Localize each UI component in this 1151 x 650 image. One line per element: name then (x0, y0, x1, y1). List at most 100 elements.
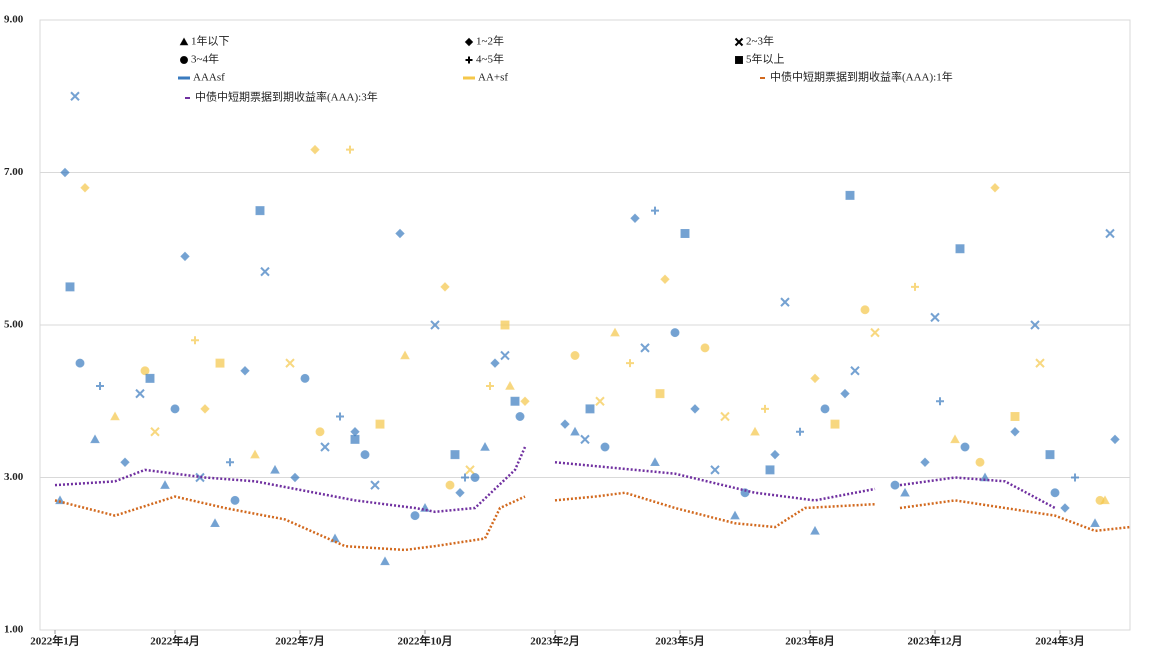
point (750, 426, 760, 436)
point (830, 419, 840, 429)
point (300, 373, 310, 383)
point (730, 510, 740, 520)
point (260, 266, 270, 277)
point (1095, 495, 1105, 505)
point (700, 343, 710, 353)
point (1071, 473, 1079, 482)
point (840, 388, 850, 399)
point (65, 282, 75, 292)
point (490, 358, 500, 368)
point (140, 366, 150, 376)
point (761, 404, 769, 413)
point (191, 336, 199, 345)
point (740, 488, 750, 498)
point (110, 411, 120, 421)
x-tick-label: 2023年5月 (655, 634, 705, 648)
legend-label: AAAsf (193, 72, 225, 84)
legend-label: 5年以上 (746, 52, 785, 66)
point (955, 244, 965, 254)
point (160, 480, 170, 489)
point (336, 412, 344, 421)
yield-line (54, 446, 1056, 514)
point (580, 434, 590, 445)
x-tick-label: 2023年2月 (530, 634, 580, 648)
point (346, 145, 354, 154)
point (350, 434, 360, 444)
point (690, 404, 700, 414)
point (70, 91, 80, 101)
point (135, 388, 145, 399)
point (180, 251, 190, 262)
point (560, 419, 570, 429)
x-tick-label: 2022年1月 (30, 634, 80, 648)
point (810, 373, 820, 384)
point (845, 190, 855, 200)
legend: 1年以下 1~2年 2~3年 3~4年 4~5年 5年以上 AAAsf AA+sf 中债中短期票… (178, 34, 953, 104)
legend-symbol (180, 56, 188, 64)
point (660, 274, 670, 284)
point (920, 457, 930, 467)
point (1030, 320, 1040, 330)
point (240, 366, 250, 376)
point (655, 389, 665, 399)
point (250, 449, 260, 459)
point (195, 472, 205, 483)
point (630, 213, 640, 223)
point (480, 441, 490, 451)
point (651, 206, 659, 215)
point (80, 183, 90, 193)
point (765, 465, 775, 475)
legend-symbol (465, 56, 473, 64)
point (796, 427, 804, 436)
point (510, 396, 520, 406)
point (950, 434, 960, 444)
point (1090, 518, 1100, 527)
legend-label: 中债中短期票据到期收益率(AAA):1年 (770, 70, 953, 84)
point (120, 457, 130, 467)
point (226, 458, 234, 467)
point (911, 282, 919, 291)
point (595, 396, 605, 406)
legend-label: 1年以下 (191, 34, 230, 48)
point (170, 404, 180, 414)
point (870, 327, 880, 338)
point (1045, 450, 1055, 460)
point (400, 350, 410, 360)
point (1060, 503, 1070, 513)
point (310, 144, 320, 155)
point (320, 442, 330, 452)
point (626, 359, 634, 368)
point (900, 487, 910, 497)
point (470, 473, 480, 482)
point (370, 480, 380, 490)
point (500, 350, 510, 361)
point (710, 465, 720, 475)
point (600, 442, 610, 452)
point (770, 449, 780, 460)
point (375, 419, 385, 429)
point (960, 442, 970, 452)
point (395, 228, 405, 239)
point (860, 305, 870, 315)
y-tick-label: 5.00 (4, 319, 24, 331)
legend-symbol (179, 37, 189, 46)
point (90, 434, 100, 444)
point (285, 358, 295, 368)
y-tick-label: 7.00 (4, 166, 24, 178)
point (486, 382, 494, 390)
point (680, 229, 690, 238)
point (290, 472, 300, 483)
point (461, 473, 469, 482)
point (505, 380, 515, 390)
point (720, 411, 730, 422)
point (255, 206, 265, 216)
point (96, 382, 104, 390)
point (465, 465, 475, 475)
x-tick-label: 2022年10月 (398, 634, 453, 648)
legend-symbol (735, 56, 743, 64)
point (450, 450, 460, 460)
legend-label: 1~2年 (476, 34, 504, 48)
legend-label: 4~5年 (476, 52, 504, 66)
point (380, 556, 390, 566)
